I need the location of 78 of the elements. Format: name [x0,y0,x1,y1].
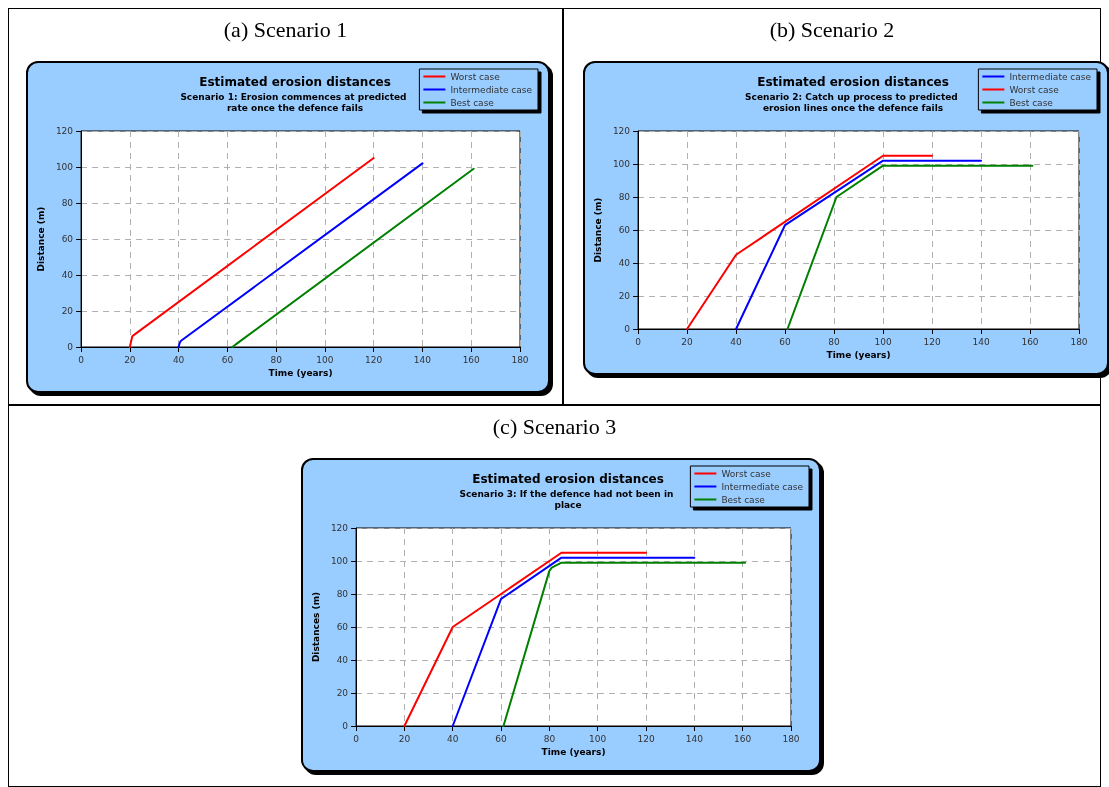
x-tick-label: 80 [270,354,283,365]
chart-subtitle: Scenario 1: Erosion commences at predicted rate once the defence fails [180,91,410,113]
x-tick-label: 40 [730,336,743,347]
x-tick-label: 140 [972,336,990,347]
x-tick-label: 160 [734,733,752,744]
x-tick-label: 160 [462,354,481,365]
y-tick-label: 80 [336,589,349,599]
y-tick-label: 0 [624,324,631,334]
y-tick-label: 60 [61,234,74,244]
x-tick-label: 40 [447,733,459,744]
x-tick-label: 180 [782,733,800,744]
x-tick-label: 20 [398,733,411,744]
text: (b) Scenario 2 [768,17,896,43]
x-tick-label: 140 [413,354,432,365]
legend-label: Best case [721,494,766,505]
y-tick-label: 60 [618,225,631,235]
x-tick-label: 60 [221,354,234,365]
x-tick-label: 0 [353,733,360,744]
line-series [502,561,747,727]
y-tick-label: 40 [61,270,74,280]
y-tick-label: 120 [330,523,349,533]
y-tick-label: 80 [618,192,631,202]
chart-title: Estimated erosion distances [757,75,949,89]
chart-subtitle: Scenario 2: Catch up process to predicted erosion lines once the defence fails [745,91,961,113]
y-tick-label: 80 [61,198,74,208]
legend-label: Intermediate case [450,84,533,95]
x-tick-label: 180 [1070,336,1088,347]
y-tick-label: 20 [336,688,349,698]
chart-subtitle: Scenario 3: If the defence had not been in place [459,488,677,510]
y-tick-label: 60 [336,622,349,632]
legend-label: Best case [450,97,495,108]
y-tick-label: 20 [61,306,74,316]
legend-label: Intermediate case [721,481,804,492]
legend-label: Best case [1009,97,1054,108]
legend-label: Worst case [721,468,772,479]
y-tick-label: 20 [618,291,631,301]
line-series [177,162,424,348]
y-axis-title: Distances (m) [310,591,321,663]
line-series [231,167,475,348]
x-tick-label: 140 [685,733,704,744]
y-axis-title: Distance (m) [592,197,603,263]
y-tick-label: 40 [618,258,631,268]
legend-label: Worst case [1009,84,1060,95]
y-tick-label: 40 [336,655,349,665]
y-tick-label: 120 [55,126,74,136]
x-axis-title: Time (years) [268,368,333,379]
x-tick-label: 100 [874,336,892,347]
x-tick-label: 80 [828,336,841,347]
x-tick-label: 20 [124,354,136,365]
x-tick-label: 180 [511,354,529,365]
text: (a) Scenario 1 [222,17,349,43]
x-tick-label: 120 [923,336,941,347]
chart-title: Estimated erosion distances [199,75,391,89]
y-tick-label: 120 [612,126,631,136]
legend-label: Intermediate case [1009,71,1092,82]
x-tick-label: 20 [681,336,694,347]
x-tick-label: 80 [543,733,556,744]
x-tick-label: 0 [78,354,85,365]
x-axis-title: Time (years) [541,747,606,758]
x-tick-label: 160 [1021,336,1039,347]
x-tick-label: 120 [637,733,655,744]
x-tick-label: 0 [635,336,642,347]
x-tick-label: 100 [589,733,607,744]
x-tick-label: 60 [779,336,792,347]
x-tick-label: 40 [172,354,185,365]
y-tick-label: 0 [342,721,349,731]
x-tick-label: 60 [495,733,508,744]
legend-label: Worst case [450,71,501,82]
line-series [128,157,375,348]
x-tick-label: 120 [365,354,383,365]
text: (c) Scenario 3 [491,414,618,440]
y-tick-label: 100 [330,556,349,566]
y-tick-label: 100 [612,159,631,169]
chart-title: Estimated erosion distances [472,472,664,486]
x-axis-title: Time (years) [826,350,891,361]
y-axis-title: Distance (m) [35,206,46,272]
y-tick-label: 100 [55,162,74,172]
x-tick-label: 100 [316,354,334,365]
